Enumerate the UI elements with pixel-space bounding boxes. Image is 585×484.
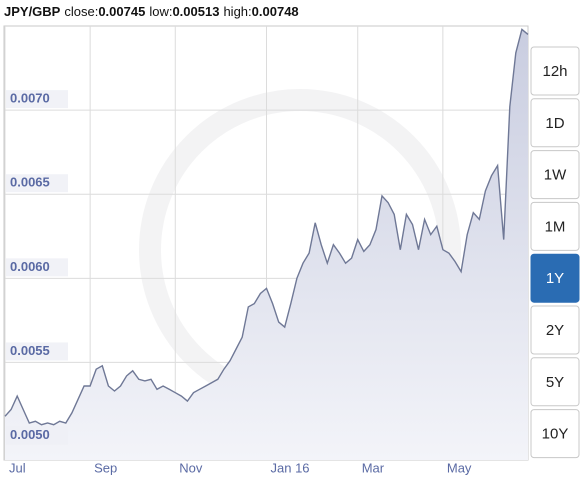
- y-tick-label: 0.0050: [10, 427, 50, 442]
- button-bg: [530, 150, 580, 200]
- y-tick-bg: [6, 90, 68, 109]
- x-tick-label: Mar: [362, 460, 385, 475]
- button-bg: [530, 253, 580, 303]
- area-fill: [5, 29, 528, 461]
- button-bg: [530, 409, 580, 459]
- button-label: 10Y: [542, 426, 569, 443]
- range-button[interactable]: 2Y: [530, 305, 580, 355]
- stat-label: high:: [223, 4, 251, 19]
- x-tick-label: May: [447, 460, 472, 475]
- y-tick-bg: [6, 258, 68, 277]
- y-tick-bg: [6, 342, 68, 361]
- stat-value: 0.00745: [98, 4, 145, 19]
- range-button[interactable]: 10Y: [530, 409, 580, 459]
- button-label: 2Y: [546, 322, 564, 339]
- button-label: 12h: [542, 63, 567, 80]
- range-button[interactable]: 12h: [530, 46, 580, 96]
- range-button[interactable]: 5Y: [530, 357, 580, 407]
- x-tick-label: Nov: [179, 460, 203, 475]
- range-button[interactable]: 1Y: [530, 253, 580, 303]
- header: JPY/GBP close:0.00745 low:0.00513 high:0.00…: [4, 4, 299, 19]
- line: [4, 28, 529, 426]
- button-label: 1W: [544, 167, 567, 184]
- range-button[interactable]: 1M: [530, 201, 580, 251]
- button-bg: [530, 98, 580, 148]
- y-tick-label: 0.0055: [10, 343, 50, 358]
- stat-label: close:: [64, 4, 98, 19]
- y-tick-bg: [6, 426, 68, 445]
- stat-value: 0.00748: [252, 4, 299, 19]
- button-bg: [530, 46, 580, 96]
- stat-value: 0.00513: [172, 4, 219, 19]
- x-tick-label: Sep: [94, 460, 117, 475]
- title: JPY/GBP: [4, 4, 61, 19]
- y-tick-label: 0.0070: [10, 91, 50, 106]
- x-tick-label: Jul: [9, 460, 26, 475]
- stat-label: low:: [149, 4, 172, 19]
- button-bg: [530, 357, 580, 407]
- button-bg: [530, 305, 580, 355]
- y-tick-label: 0.0060: [10, 259, 50, 274]
- y-tick-bg: [6, 174, 68, 193]
- button-label: 1Y: [546, 270, 564, 287]
- range-button[interactable]: 1D: [530, 98, 580, 148]
- button-label: 5Y: [546, 374, 564, 391]
- y-tick-label: 0.0065: [10, 175, 50, 190]
- x-tick-label: Jan 16: [271, 460, 310, 475]
- button-label: 1M: [545, 218, 566, 235]
- range-button[interactable]: 1W: [530, 150, 580, 200]
- button-label: 1D: [545, 115, 564, 132]
- button-bg: [530, 201, 580, 251]
